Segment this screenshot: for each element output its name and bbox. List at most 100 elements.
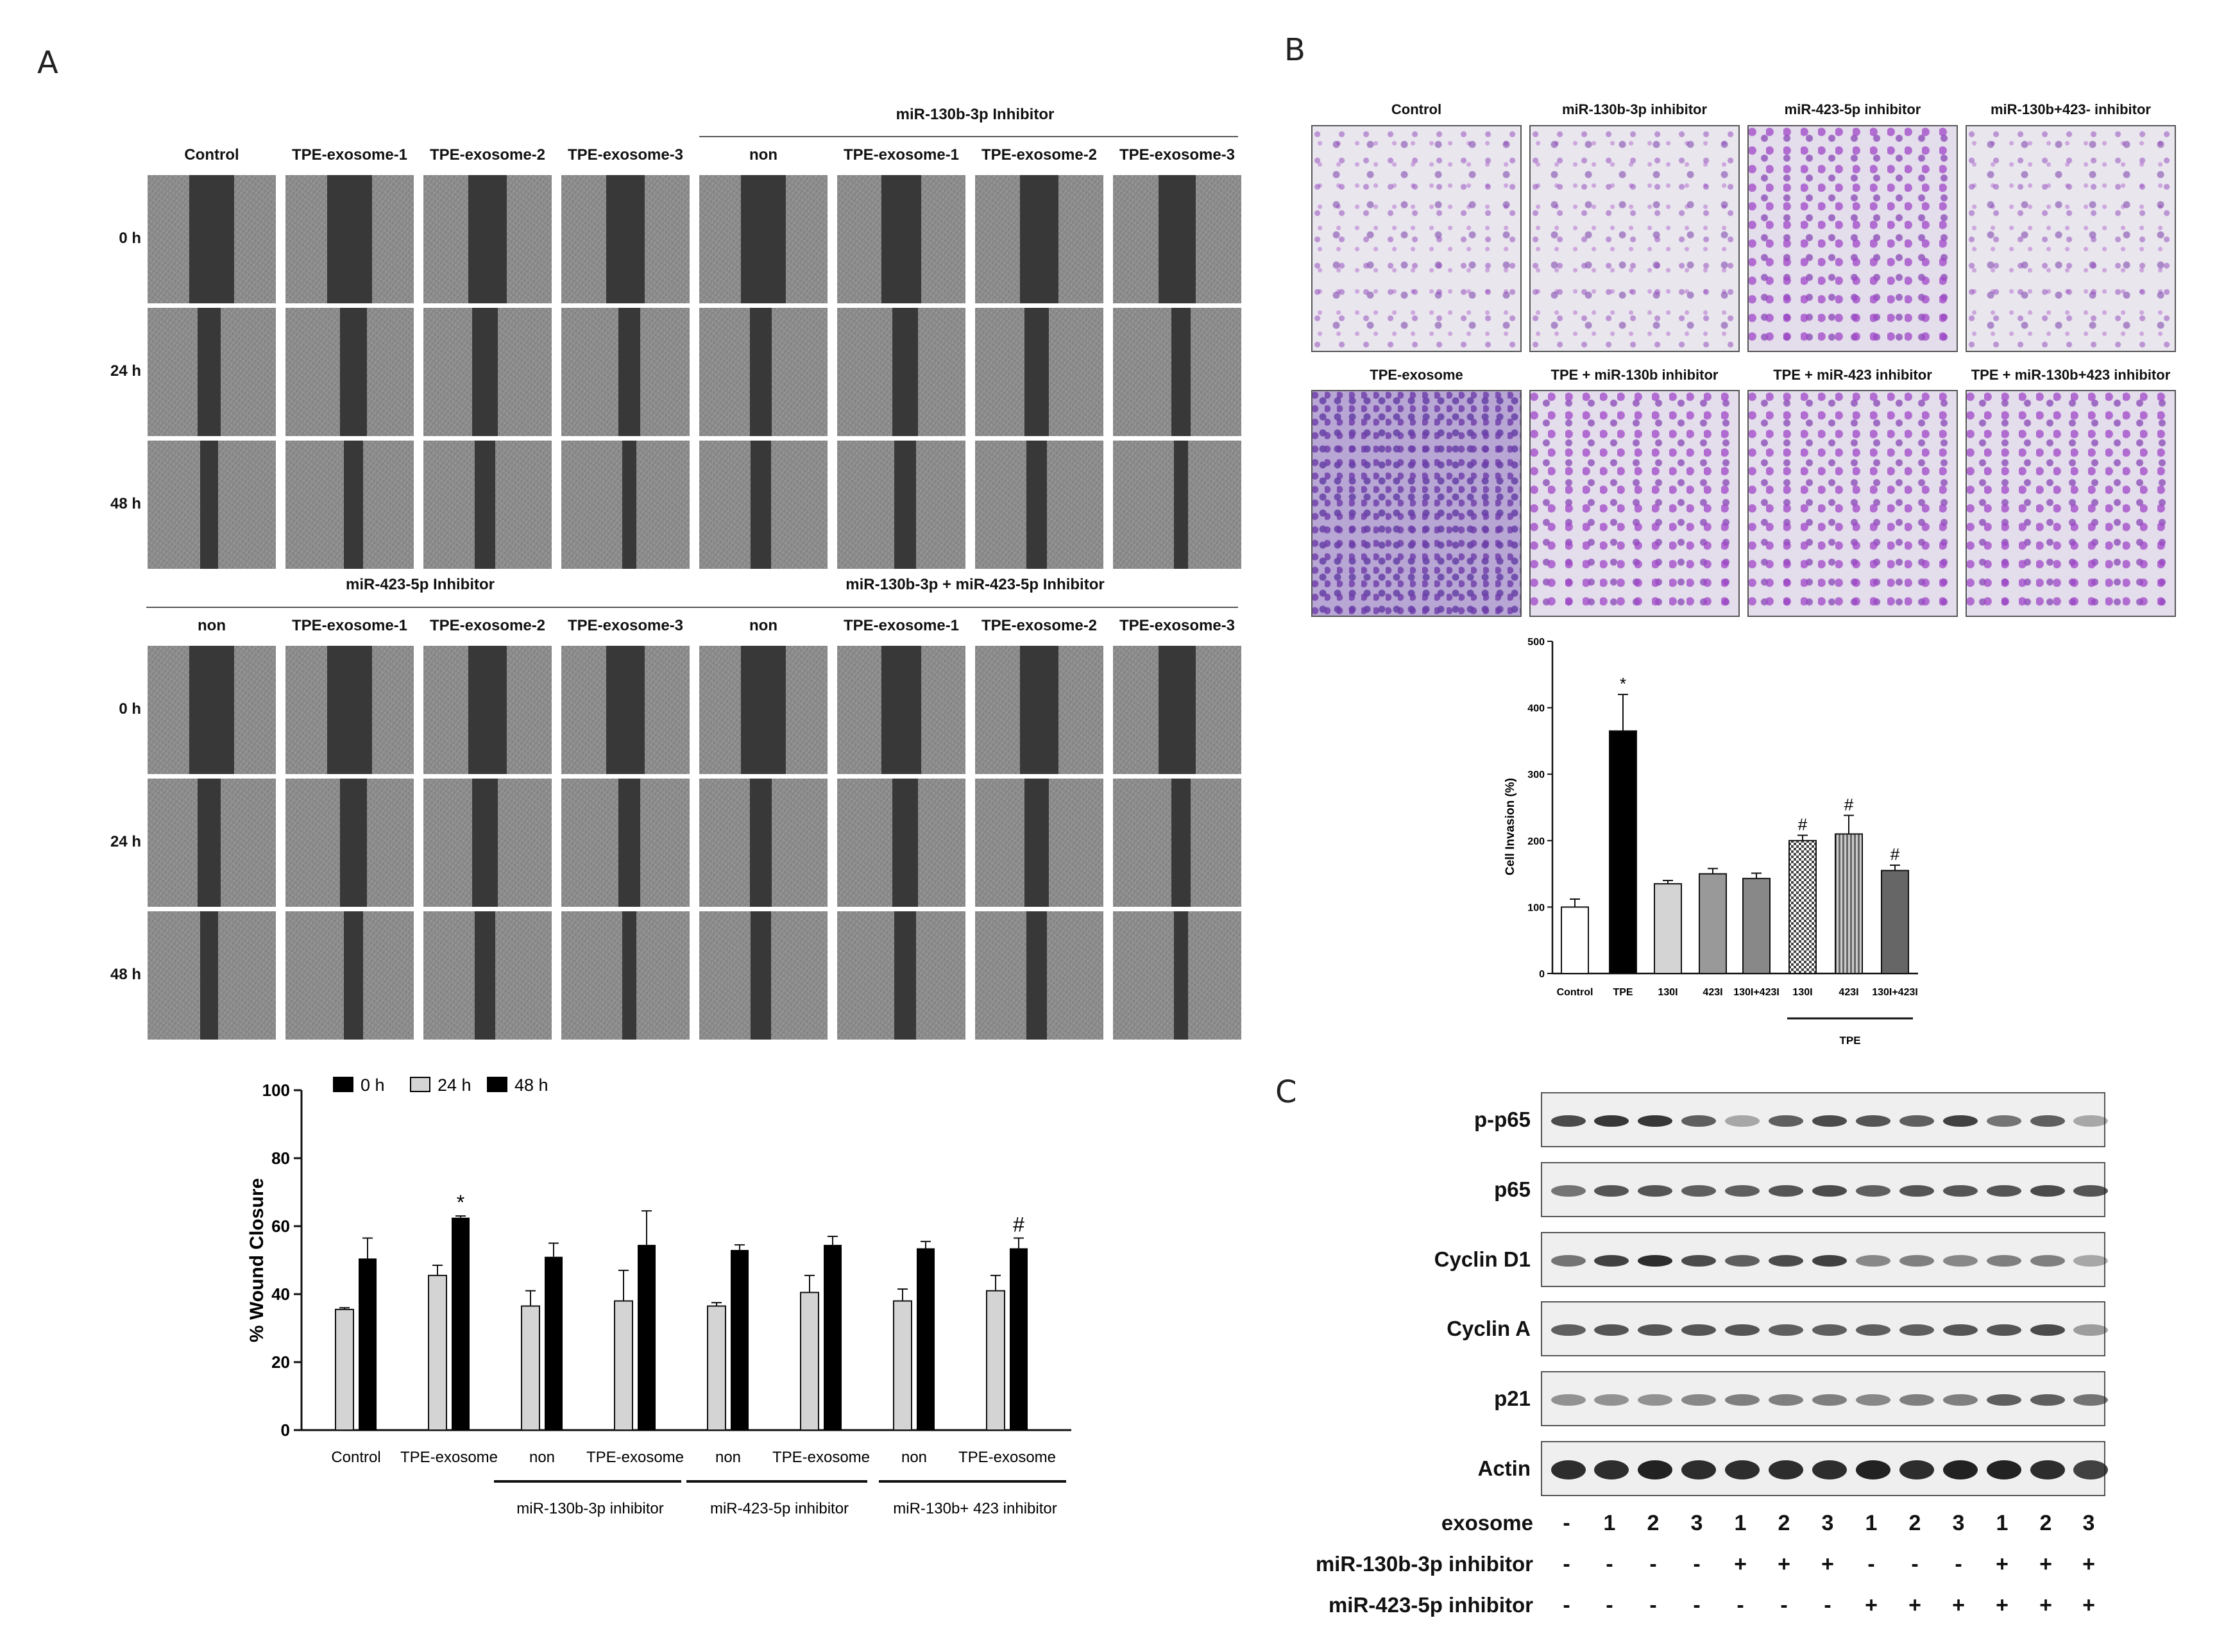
condition-sign: - (1867, 1552, 1875, 1576)
blot-band (1943, 1185, 1978, 1197)
panel-label-b: B (1284, 32, 1305, 68)
row-label: 48 h (110, 966, 141, 983)
wound-gap (606, 175, 645, 303)
condition-sign: + (1865, 1593, 1878, 1617)
row-label: 24 h (110, 362, 141, 380)
wound-closure-chart: 0 20 40 60 80 100 % Wound Closure 0 h 24 h 48 h Co… (246, 1075, 1071, 1517)
wound-image (699, 175, 828, 303)
x-tick-label: TPE-exosome (586, 1449, 684, 1466)
bar-24h (428, 1274, 447, 1431)
condition-sign: - (1649, 1552, 1657, 1576)
blot-band (1856, 1324, 1890, 1336)
wound-image (699, 911, 828, 1040)
blot-band (1899, 1255, 1934, 1267)
blot-band (1769, 1255, 1803, 1267)
blot-band (1943, 1255, 1978, 1267)
bar-48h (638, 1245, 656, 1430)
x-tick-label: 423I (1703, 987, 1722, 998)
bar (1561, 906, 1589, 974)
wound-gap (1026, 911, 1047, 1040)
wound-image (1113, 308, 1241, 436)
y-tick-label: 40 (271, 1285, 290, 1304)
condition-sign: - (1737, 1593, 1744, 1617)
panel-label-a: A (37, 45, 58, 81)
condition-sign: 3 (1690, 1511, 1703, 1535)
y-tick-label: 20 (271, 1353, 290, 1372)
blot-band (2030, 1255, 2065, 1267)
y-tick-label: 300 (1527, 770, 1545, 780)
bar-24h (614, 1300, 633, 1431)
wound-gap (475, 441, 495, 569)
bar-24h (335, 1308, 354, 1431)
condition-sign: - (1693, 1552, 1701, 1576)
blot-strip (1541, 1371, 2108, 1426)
condition-sign: - (1563, 1511, 1570, 1535)
y-tick-label: 400 (1527, 704, 1545, 714)
condition-label: exosome (1441, 1511, 1533, 1535)
column-label: non (749, 617, 777, 634)
column-label: TPE-exosome-1 (843, 617, 960, 634)
group-label: miR-423-5p inhibitor (710, 1500, 849, 1517)
wound-image (285, 911, 414, 1040)
significance-mark: # (1013, 1213, 1024, 1236)
condition-sign: + (2039, 1552, 2052, 1576)
y-tick-label: 100 (262, 1081, 290, 1100)
x-tick-label: 130I+423I (1872, 987, 1918, 998)
blot-band (1812, 1185, 1847, 1197)
condition-sign: 1 (1734, 1511, 1747, 1535)
significance-mark: # (1844, 795, 1854, 814)
blot-band (1769, 1185, 1803, 1197)
invasion-image (1529, 125, 1740, 352)
blot-band (1769, 1115, 1803, 1127)
wound-image (561, 911, 690, 1040)
blot-band (1856, 1255, 1890, 1267)
x-tick-label: non (529, 1449, 555, 1466)
wound-image (1113, 779, 1241, 907)
wound-image (975, 175, 1103, 303)
blot-band (1856, 1460, 1890, 1479)
column-label: TPE-exosome-3 (1119, 617, 1236, 634)
blot-band (1987, 1460, 2021, 1479)
condition-sign: - (1955, 1552, 1962, 1576)
x-tick-label: 423I (1839, 987, 1858, 998)
wound-gap (327, 646, 372, 774)
wound-gap (1020, 646, 1058, 774)
invasion-image-label: miR-423-5p inhibitor (1784, 101, 1921, 117)
blot-band (1638, 1255, 1672, 1267)
blot-band (1594, 1460, 1629, 1479)
wound-image (699, 308, 828, 436)
x-tick-label: TPE-exosome (772, 1449, 870, 1466)
blot-band (1987, 1394, 2021, 1406)
blot-band (1638, 1394, 1672, 1406)
column-label: TPE-exosome-1 (291, 146, 408, 164)
bar-24h (707, 1305, 726, 1431)
blot-band (1594, 1185, 1629, 1197)
condition-sign: 2 (2039, 1511, 2052, 1535)
wound-gap (344, 911, 363, 1040)
wound-gap (622, 911, 636, 1040)
condition-sign: + (2082, 1552, 2095, 1576)
wound-gap (189, 175, 234, 303)
blot-band (2030, 1460, 2065, 1479)
wound-image (1113, 175, 1241, 303)
blot-band (1681, 1255, 1716, 1267)
column-label: TPE-exosome-2 (429, 617, 546, 634)
bar (1881, 870, 1909, 975)
wound-gap (340, 779, 367, 907)
column-label: TPE-exosome-2 (981, 617, 1098, 634)
blot-band (1551, 1324, 1586, 1336)
condition-sign: - (1911, 1552, 1919, 1576)
condition-sign: + (1821, 1552, 1834, 1576)
blot-band (2030, 1115, 2065, 1127)
wound-gap (741, 646, 786, 774)
blot-band (1725, 1324, 1760, 1336)
blot-band (2073, 1460, 2108, 1479)
blot-band (1899, 1185, 1934, 1197)
invasion-image (1747, 390, 1958, 617)
bar (1654, 883, 1682, 975)
blot-band (2073, 1185, 2108, 1197)
blot-strip (1541, 1301, 2108, 1356)
column-label: TPE-exosome-2 (981, 146, 1098, 164)
group-underline (146, 607, 1238, 608)
blot-band (1943, 1460, 1978, 1479)
